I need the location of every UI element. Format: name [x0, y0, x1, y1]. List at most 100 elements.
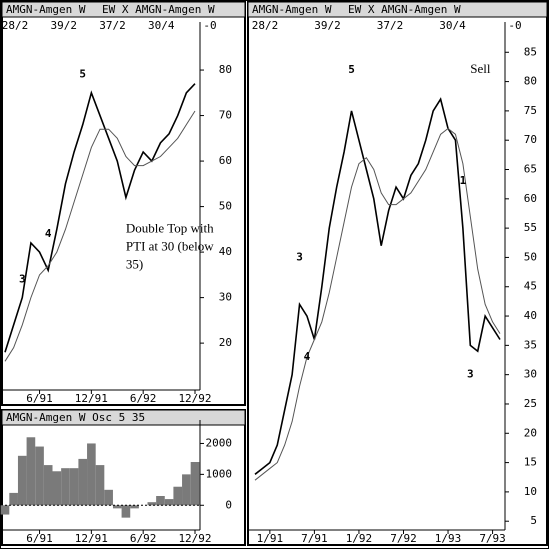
- y-tick-label: 15: [524, 456, 537, 469]
- header-label: 30/4: [439, 19, 466, 32]
- y-tick-label: 45: [524, 280, 537, 293]
- annotation: 4: [304, 350, 311, 363]
- header-label: 28/2: [252, 19, 279, 32]
- panel-title: AMGN-Amgen W: [252, 3, 332, 16]
- price-line: [4, 83, 196, 353]
- osc-bar: [61, 468, 70, 506]
- osc-bar: [26, 437, 36, 506]
- title-bar: [1, 1, 246, 18]
- title-bar: [247, 1, 548, 18]
- y-tick-label: 60: [524, 192, 537, 205]
- y-tick-label: 80: [524, 75, 537, 88]
- osc-bar: [43, 465, 53, 506]
- annotation: 3: [296, 250, 303, 263]
- header-label: 39/2: [51, 19, 78, 32]
- osc-bar: [17, 455, 27, 506]
- y-tick-label: 10: [524, 485, 537, 498]
- y-tick-label: 30: [219, 291, 232, 304]
- y-tick-label: 50: [524, 250, 537, 263]
- osc-bar: [164, 499, 174, 506]
- y-tick-label: 20: [219, 336, 232, 349]
- y-tick-label: 30: [524, 368, 537, 381]
- osc-bar: [112, 505, 122, 509]
- panel: [1, 1, 246, 406]
- x-tick-label: 1/92: [346, 532, 373, 545]
- y-tick-label: 40: [219, 245, 232, 258]
- y-tick-label: 70: [219, 109, 232, 122]
- price-line: [254, 127, 501, 481]
- x-tick-label: 1/93: [435, 532, 462, 545]
- annotation: Double Top with: [126, 220, 214, 235]
- header-label: -0: [508, 19, 521, 32]
- price-line: [254, 97, 501, 475]
- x-tick-label: 6/92: [130, 392, 157, 405]
- osc-bar: [190, 462, 200, 506]
- y-tick-label: 65: [524, 163, 537, 176]
- panel-title: AMGN-Amgen W: [6, 3, 86, 16]
- osc-bar: [104, 489, 113, 506]
- panel: [247, 1, 548, 546]
- header-label: 37/2: [377, 19, 404, 32]
- y-tick-label: 55: [524, 221, 537, 234]
- panel-title: AMGN-Amgen W Osc 5 35: [6, 411, 145, 424]
- price-line: [4, 110, 196, 362]
- header-label: -0: [203, 19, 216, 32]
- annotation: 4: [45, 227, 52, 240]
- header-label: 30/4: [148, 19, 175, 32]
- header-label: 39/2: [314, 19, 341, 32]
- osc-bar: [95, 465, 105, 506]
- osc-bar: [78, 458, 88, 506]
- annotation: PTI at 30 (below: [126, 239, 214, 254]
- x-tick-label: 7/91: [301, 532, 328, 545]
- y-tick-label: 70: [524, 133, 537, 146]
- x-tick-label: 6/91: [26, 532, 53, 545]
- annotation: 3: [19, 272, 26, 285]
- y-tick-label: 5: [530, 514, 537, 527]
- x-tick-label: 7/92: [390, 532, 417, 545]
- osc-bar: [130, 505, 139, 509]
- y-tick-label: 20: [524, 426, 537, 439]
- panel-subtitle: EW X AMGN-Amgen W: [102, 3, 215, 16]
- osc-bar: [87, 443, 96, 506]
- y-tick-label: 35: [524, 338, 537, 351]
- x-tick-label: 12/91: [75, 392, 108, 405]
- osc-bar: [35, 446, 44, 506]
- y-tick-label: 25: [524, 397, 537, 410]
- header-label: 37/2: [99, 19, 126, 32]
- x-tick-label: 7/93: [479, 532, 506, 545]
- osc-bar: [9, 492, 18, 506]
- panel-subtitle: EW X AMGN-Amgen W: [348, 3, 461, 16]
- y-tick-label: 40: [524, 309, 537, 322]
- x-tick-label: 12/92: [178, 392, 211, 405]
- header-label: 28/2: [2, 19, 29, 32]
- osc-bar: [147, 502, 157, 506]
- y-tick-label: 50: [219, 200, 232, 213]
- y-tick-label: 0: [225, 498, 232, 511]
- osc-bar: [0, 505, 10, 515]
- annotation: 35): [126, 257, 143, 272]
- y-tick-label: 85: [524, 45, 537, 58]
- annotation: 1: [460, 174, 467, 187]
- osc-bar: [182, 474, 191, 506]
- annotation: 5: [348, 63, 355, 76]
- x-tick-label: 6/91: [26, 392, 53, 405]
- osc-bar: [173, 486, 183, 506]
- osc-bar: [52, 471, 62, 506]
- x-tick-label: 1/91: [257, 532, 284, 545]
- y-tick-label: 80: [219, 63, 232, 76]
- x-tick-label: 12/92: [178, 532, 211, 545]
- y-tick-label: 1000: [206, 467, 233, 480]
- y-tick-label: 2000: [206, 436, 233, 449]
- annotation: Sell: [470, 61, 491, 76]
- annotation: 5: [79, 68, 86, 81]
- osc-bar: [121, 505, 131, 518]
- annotation: 3: [467, 368, 474, 381]
- osc-bar: [156, 496, 165, 506]
- y-tick-label: 75: [524, 104, 537, 117]
- x-tick-label: 6/92: [130, 532, 157, 545]
- y-tick-label: 60: [219, 154, 232, 167]
- x-tick-label: 12/91: [75, 532, 108, 545]
- osc-bar: [69, 468, 79, 506]
- title-bar: [1, 409, 246, 426]
